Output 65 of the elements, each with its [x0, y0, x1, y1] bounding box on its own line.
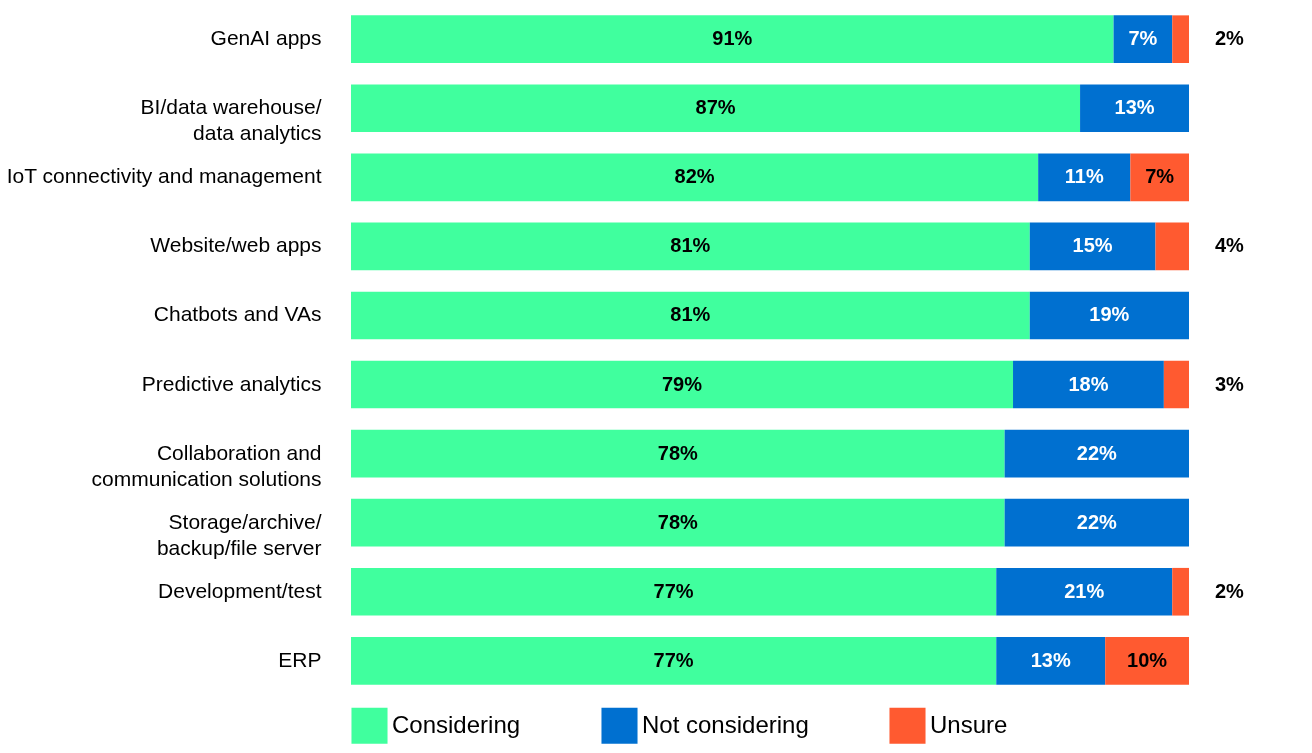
bar	[351, 429, 1005, 478]
data-label: 22%	[1076, 441, 1118, 464]
bar	[351, 360, 1014, 409]
bar	[351, 291, 1030, 340]
y-tick-label: GenAI apps	[210, 26, 322, 50]
data-label: 2%	[1215, 579, 1245, 602]
data-label: 22%	[1076, 510, 1118, 533]
data-label: 77%	[653, 648, 694, 671]
data-label: 91%	[712, 27, 753, 50]
bar	[351, 498, 1005, 547]
y-tick-label: Website/web apps	[150, 233, 322, 257]
bar	[1004, 498, 1189, 547]
data-label: 4%	[1215, 234, 1245, 257]
bar	[1172, 15, 1189, 64]
bar	[1172, 567, 1189, 616]
legend-label: Not considering	[642, 710, 809, 738]
data-label: 10%	[1127, 648, 1168, 671]
bar	[1163, 360, 1189, 409]
y-tick-label: Chatbots and VAs	[153, 302, 322, 326]
bar	[1029, 222, 1156, 271]
data-label: 82%	[674, 165, 715, 188]
data-label: 13%	[1114, 96, 1155, 119]
bar	[996, 636, 1106, 685]
bar	[1080, 84, 1189, 133]
y-tick-label: Predictive analytics	[141, 371, 322, 395]
bar	[1130, 153, 1189, 202]
bar	[351, 222, 1030, 271]
bar	[1155, 222, 1189, 271]
y-tick-label: ERP	[278, 647, 322, 671]
bar	[351, 153, 1039, 202]
bar	[351, 567, 997, 616]
data-label: 7%	[1145, 165, 1175, 188]
data-label: 81%	[670, 234, 711, 257]
y-tick-label: BI/data warehouse/data analytics	[140, 95, 322, 145]
data-label: 77%	[653, 579, 694, 602]
y-tick-label: Storage/archive/backup/file server	[156, 509, 322, 559]
data-label: 2%	[1215, 27, 1245, 50]
legend-label: Unsure	[930, 710, 1008, 738]
y-tick-label: Development/test	[158, 578, 322, 602]
data-label: 81%	[670, 303, 711, 326]
bar	[1105, 636, 1189, 685]
data-label: 78%	[657, 510, 699, 533]
bar	[351, 15, 1114, 64]
y-tick-label: Collaboration and communication solutions	[91, 440, 322, 490]
data-label: 13%	[1030, 648, 1071, 671]
data-label: 3%	[1215, 372, 1245, 395]
data-label: 87%	[695, 96, 736, 119]
bar	[351, 84, 1081, 133]
data-label: 7%	[1128, 27, 1158, 50]
bar	[996, 567, 1173, 616]
data-label: 21%	[1064, 579, 1105, 602]
bar	[1113, 15, 1173, 64]
bar	[1013, 360, 1164, 409]
bar	[1038, 153, 1131, 202]
bar	[351, 636, 997, 685]
data-label: 79%	[661, 372, 703, 395]
bar	[1029, 291, 1189, 340]
data-label: 19%	[1089, 303, 1130, 326]
y-tick-label: IoT connectivity and management	[6, 164, 322, 188]
data-label: 78%	[657, 441, 699, 464]
data-label: 15%	[1072, 234, 1113, 257]
bar	[1004, 429, 1189, 478]
legend-label: Considering	[392, 710, 521, 738]
data-label: 11%	[1064, 165, 1104, 188]
data-label: 18%	[1068, 372, 1109, 395]
